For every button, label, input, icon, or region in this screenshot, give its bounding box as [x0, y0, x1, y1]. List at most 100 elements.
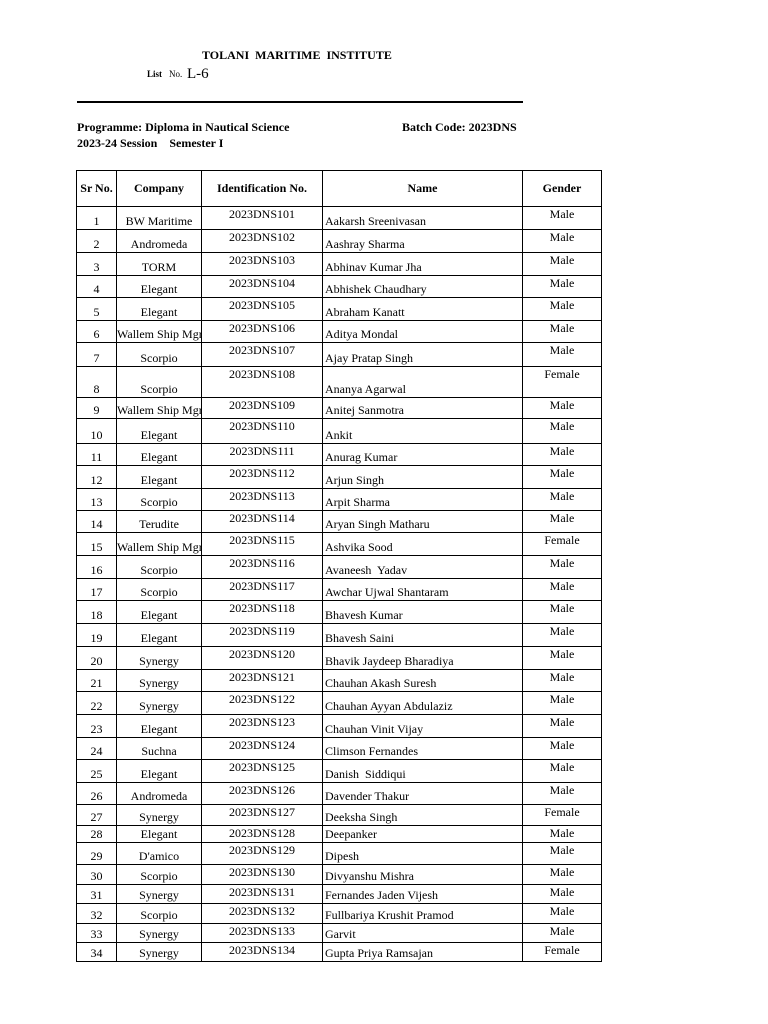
- sr-no: 28: [76, 825, 117, 843]
- id-no: 2023DNS102: [201, 229, 323, 253]
- row: 13 Scorpio 2023DNS113 Arpit Sharma Male: [76, 488, 602, 511]
- id-no: 2023DNS107: [201, 342, 323, 367]
- name: Awchar Ujwal Shantaram: [322, 578, 523, 601]
- row: 21 Synergy 2023DNS121 Chauhan Akash Suresh M…: [76, 669, 602, 692]
- sr-no: 24: [76, 737, 117, 760]
- gender: Male: [522, 397, 602, 419]
- name: Bhavesh Kumar: [322, 600, 523, 624]
- list-no: L-6: [187, 66, 209, 82]
- row: 23 Elegant 2023DNS123 Chauhan Vinit Vijay Ma…: [76, 714, 602, 738]
- gender: Male: [522, 418, 602, 444]
- header-row: Sr No. Company Identification No. Name Gende…: [76, 170, 602, 207]
- id-no: 2023DNS122: [201, 691, 323, 715]
- sr-no: 29: [76, 842, 117, 865]
- name: Divyanshu Mishra: [322, 864, 523, 885]
- gender: Male: [522, 510, 602, 533]
- gender: Male: [522, 275, 602, 298]
- id-no: 2023DNS112: [201, 465, 323, 489]
- sr-no: 9: [76, 397, 117, 419]
- id-no: 2023DNS114: [201, 510, 323, 533]
- gender: Male: [522, 923, 602, 943]
- gender: Male: [522, 623, 602, 647]
- gender: Male: [522, 759, 602, 783]
- id-no: 2023DNS115: [201, 532, 323, 556]
- name: Avaneesh Yadav: [322, 555, 523, 579]
- name: Bhavesh Saini: [322, 623, 523, 647]
- company: Synergy: [116, 923, 202, 943]
- sr-no: 18: [76, 600, 117, 624]
- rule: [77, 101, 523, 103]
- company: Synergy: [116, 884, 202, 904]
- company: Scorpio: [116, 342, 202, 367]
- gender: Male: [522, 206, 602, 230]
- name: Ajay Pratap Singh: [322, 342, 523, 367]
- company: Synergy: [116, 646, 202, 670]
- gender: Male: [522, 737, 602, 760]
- sr-no: 4: [76, 275, 117, 298]
- sr-no: 19: [76, 623, 117, 647]
- sr-no: 33: [76, 923, 117, 943]
- name: Anitej Sanmotra: [322, 397, 523, 419]
- id-no: 2023DNS120: [201, 646, 323, 670]
- gender: Male: [522, 578, 602, 601]
- company: Elegant: [116, 275, 202, 298]
- name: Aryan Singh Matharu: [322, 510, 523, 533]
- gender: Male: [522, 229, 602, 253]
- sr-no: 30: [76, 864, 117, 885]
- row: 16 Scorpio 2023DNS116 Avaneesh Yadav Male: [76, 555, 602, 579]
- row: 27 Synergy 2023DNS127 Deeksha Singh Female: [76, 804, 602, 826]
- row: 26 Andromeda 2023DNS126 Davender Thakur Male: [76, 782, 602, 805]
- sr-no: 20: [76, 646, 117, 670]
- id-no: 2023DNS132: [201, 903, 323, 924]
- row: 3 TORM 2023DNS103 Abhinav Kumar Jha Male: [76, 252, 602, 276]
- sr-no: 3: [76, 252, 117, 276]
- gender: Female: [522, 804, 602, 826]
- sr-no: 16: [76, 555, 117, 579]
- gender: Male: [522, 903, 602, 924]
- name: Aashray Sharma: [322, 229, 523, 253]
- column-header: Identification No.: [201, 170, 323, 207]
- name: Climson Fernandes: [322, 737, 523, 760]
- row: 30 Scorpio 2023DNS130 Divyanshu Mishra Male: [76, 864, 602, 885]
- name: Danish Siddiqui: [322, 759, 523, 783]
- row: 11 Elegant 2023DNS111 Anurag Kumar Male: [76, 443, 602, 466]
- name: Deeksha Singh: [322, 804, 523, 826]
- row: 4 Elegant 2023DNS104 Abhishek Chaudhary Male: [76, 275, 602, 298]
- row: 22 Synergy 2023DNS122 Chauhan Ayyan Abdulaz…: [76, 691, 602, 715]
- session: 2023-24 Session Semester I: [77, 136, 224, 150]
- company: Scorpio: [116, 366, 202, 398]
- id-no: 2023DNS133: [201, 923, 323, 943]
- gender: Female: [522, 532, 602, 556]
- name: Arjun Singh: [322, 465, 523, 489]
- name: Fullbariya Krushit Pramod: [322, 903, 523, 924]
- column-header: Sr No.: [76, 170, 117, 207]
- company: BW Maritime: [116, 206, 202, 230]
- company: Scorpio: [116, 864, 202, 885]
- name: Dipesh: [322, 842, 523, 865]
- sr-no: 11: [76, 443, 117, 466]
- row: 33 Synergy 2023DNS133 Garvit Male: [76, 923, 602, 943]
- sr-no: 5: [76, 297, 117, 321]
- sr-no: 32: [76, 903, 117, 924]
- company: Elegant: [116, 465, 202, 489]
- id-no: 2023DNS129: [201, 842, 323, 865]
- gender: Male: [522, 320, 602, 343]
- sr-no: 2: [76, 229, 117, 253]
- id-no: 2023DNS128: [201, 825, 323, 843]
- name: Arpit Sharma: [322, 488, 523, 511]
- company: TORM: [116, 252, 202, 276]
- row: 7 Scorpio 2023DNS107 Ajay Pratap Singh Male: [76, 342, 602, 367]
- row: 8 Scorpio 2023DNS108 Ananya Agarwal Female: [76, 366, 602, 398]
- company: Synergy: [116, 691, 202, 715]
- batch-code: Batch Code: 2023DNS: [402, 120, 517, 134]
- id-no: 2023DNS126: [201, 782, 323, 805]
- id-no: 2023DNS116: [201, 555, 323, 579]
- name: Bhavik Jaydeep Bharadiya: [322, 646, 523, 670]
- name: Fernandes Jaden Vijesh: [322, 884, 523, 904]
- gender: Male: [522, 443, 602, 466]
- name: Anurag Kumar: [322, 443, 523, 466]
- name: Chauhan Vinit Vijay: [322, 714, 523, 738]
- name: Chauhan Ayyan Abdulaziz: [322, 691, 523, 715]
- programme: Programme: Diploma in Nautical Science: [77, 120, 290, 134]
